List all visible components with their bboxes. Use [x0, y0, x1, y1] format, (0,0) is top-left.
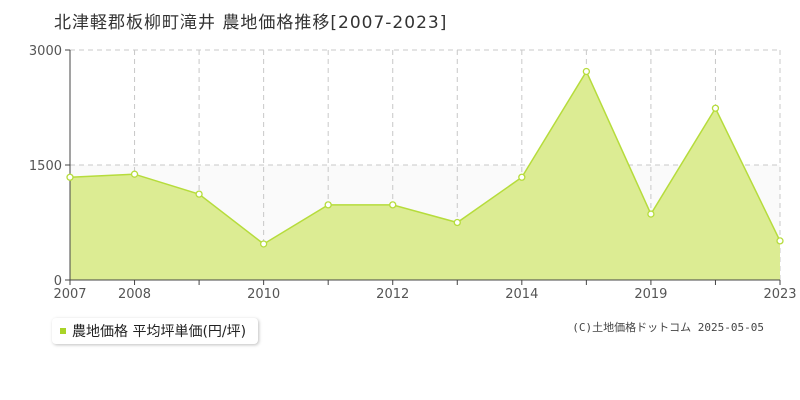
data-point — [389, 201, 397, 209]
y-tick-label: 3000 — [29, 44, 62, 59]
x-tick-label: 2012 — [376, 287, 409, 302]
legend-label: 農地価格 平均坪単価(円/坪) — [72, 324, 247, 340]
data-point — [130, 170, 139, 178]
data-point — [453, 218, 461, 227]
data-point — [518, 173, 526, 181]
plot-background-upper — [70, 50, 780, 165]
data-point — [66, 173, 74, 181]
y-tick-label: 1500 — [29, 159, 62, 174]
x-tick-label: 2014 — [505, 287, 538, 302]
legend-marker — [60, 328, 66, 334]
data-point — [776, 237, 784, 245]
x-tick-label: 2008 — [118, 287, 151, 302]
data-point — [582, 67, 591, 76]
series-area-fill — [70, 71, 780, 280]
chart-title: 北津軽郡板柳町滝井 農地価格推移[2007-2023] — [54, 13, 448, 33]
data-point — [259, 240, 268, 248]
copyright-credit: (C)土地価格ドットコム 2025-05-05 — [572, 321, 764, 334]
x-tick-label: 2007 — [53, 287, 86, 302]
data-point — [324, 201, 332, 209]
x-tick-label: 2010 — [247, 287, 280, 302]
data-point — [711, 104, 720, 112]
series-line — [69, 69, 781, 245]
x-tick-label: 2019 — [634, 287, 667, 302]
data-point — [647, 210, 655, 218]
y-tick-label: 0 — [54, 274, 62, 289]
data-point — [195, 190, 203, 198]
chart-legend: 農地価格 平均坪単価(円/坪) — [52, 318, 259, 344]
x-tick-label: 2023 — [763, 287, 796, 302]
